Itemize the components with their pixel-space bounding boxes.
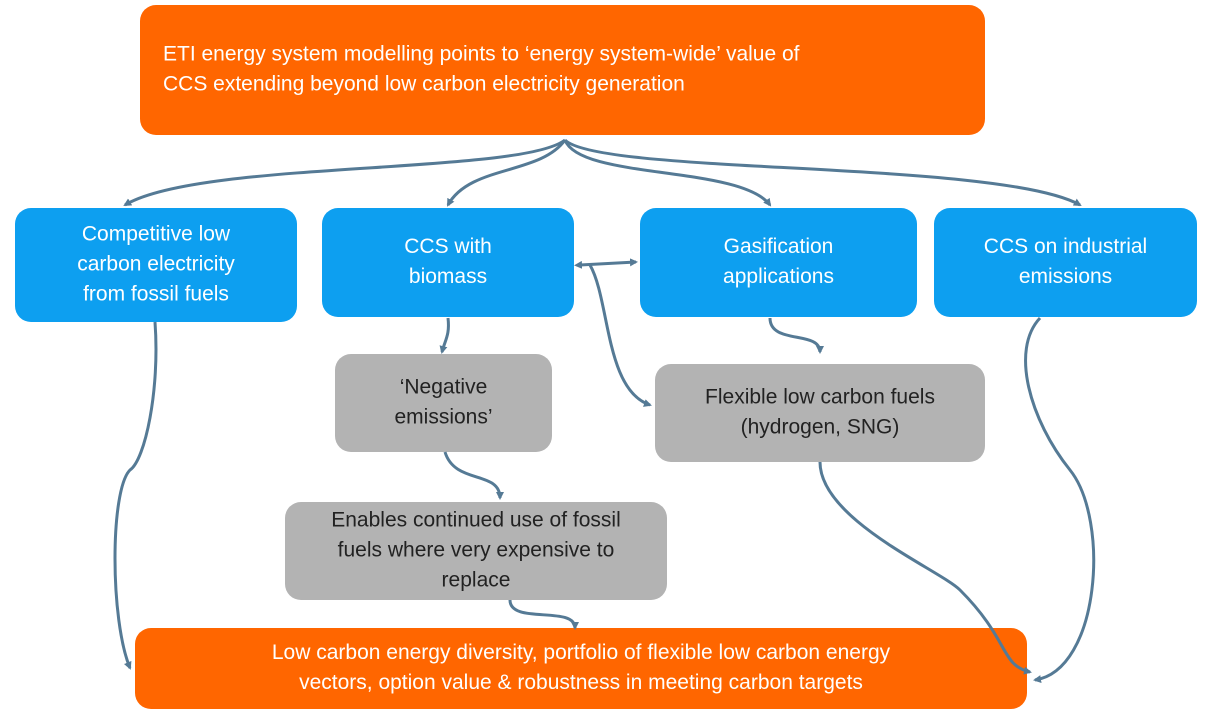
node-text: Competitive low <box>82 223 231 246</box>
node-box <box>322 208 574 317</box>
node-text: from fossil fuels <box>83 283 229 306</box>
arrows <box>113 138 1096 684</box>
node-text: ‘Negative <box>400 376 488 399</box>
node-text: CCS on industrial <box>984 235 1147 258</box>
node: Gasification applications <box>640 208 917 317</box>
node-text: biomass <box>409 265 487 288</box>
node: Enables continued use of fossil fuels whe… <box>285 502 667 600</box>
node-box <box>135 628 1027 709</box>
node: Competitive low carbon electricity from fo… <box>15 208 297 322</box>
node: Low carbon energy diversity, portfolio o… <box>135 628 1027 709</box>
node-text: Enables continued use of fossil <box>331 509 621 532</box>
node-text: (hydrogen, SNG) <box>741 416 900 439</box>
node-text: vectors, option value & robustness in me… <box>299 671 863 694</box>
node-box <box>640 208 917 317</box>
node-text: Gasification <box>724 235 834 258</box>
node: ‘Negative emissions’ <box>335 354 552 452</box>
node: CCS with biomass <box>322 208 574 317</box>
node: CCS on industrial emissions <box>934 208 1197 317</box>
node: ETI energy system modelling points to ‘e… <box>140 5 985 135</box>
node-text: applications <box>723 265 834 288</box>
node-box <box>934 208 1197 317</box>
node-box <box>655 364 985 462</box>
node: Flexible low carbon fuels (hydrogen, SNG) <box>655 364 985 462</box>
node-box <box>140 5 985 135</box>
node-text: CCS with <box>404 235 492 258</box>
node-text: Low carbon energy diversity, portfolio o… <box>272 641 891 664</box>
node-text: Flexible low carbon fuels <box>705 386 935 409</box>
node-text: fuels where very expensive to <box>338 539 615 562</box>
node-text: carbon electricity <box>77 253 235 276</box>
node-text: replace <box>442 569 511 592</box>
node-box <box>335 354 552 452</box>
node-box <box>285 502 667 600</box>
node-text: emissions’ <box>394 406 492 429</box>
node-text: CCS extending beyond low carbon electric… <box>163 73 685 96</box>
node-text: ETI energy system modelling points to ‘e… <box>163 43 800 66</box>
node-box <box>15 208 297 322</box>
node-text: emissions <box>1019 265 1112 288</box>
